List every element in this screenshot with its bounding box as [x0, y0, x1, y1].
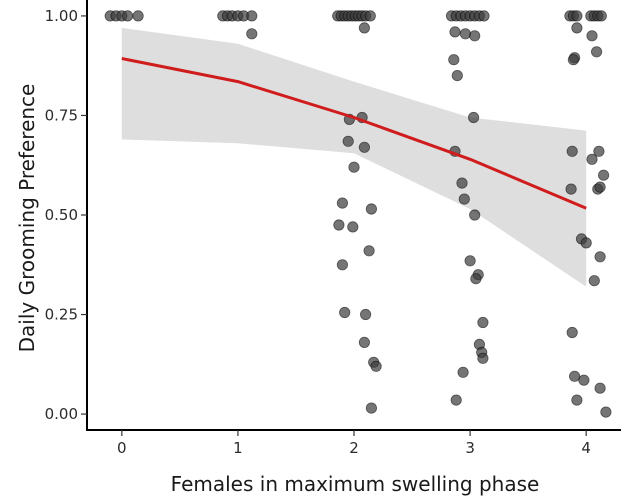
data-point: [358, 141, 370, 153]
data-point: [594, 181, 606, 193]
data-point: [590, 46, 603, 58]
data-point: [588, 275, 600, 287]
data-point: [347, 221, 359, 233]
data-point: [457, 366, 469, 378]
y-tick-label: 1.00: [45, 7, 78, 25]
data-point: [571, 394, 583, 406]
data-point: [339, 306, 351, 319]
data-point: [333, 219, 345, 231]
data-point: [359, 308, 372, 321]
data-point: [122, 10, 134, 22]
tick-labels-layer: 0.00 0.25 0.50 0.75 1.00 0 1 2 3 4: [45, 7, 591, 457]
y-tick-label: 0.50: [45, 206, 78, 224]
data-point: [578, 374, 590, 386]
data-point: [566, 145, 578, 157]
data-point: [358, 22, 370, 34]
data-point: [586, 30, 598, 42]
y-tick-label: 0.00: [45, 405, 78, 423]
fit-line: [121, 57, 587, 210]
data-point: [594, 251, 606, 263]
data-point: [600, 406, 612, 418]
data-point: [456, 177, 468, 189]
data-point: [451, 70, 463, 82]
data-point: [364, 10, 376, 22]
data-point: [567, 54, 580, 66]
data-point: [464, 255, 476, 267]
data-point: [450, 394, 462, 406]
data-point: [449, 26, 461, 38]
data-point: [246, 28, 258, 40]
data-point: [469, 209, 481, 221]
x-tick-label: 4: [581, 439, 591, 457]
data-point: [565, 183, 577, 195]
data-point: [336, 259, 348, 271]
x-tick-label: 1: [233, 439, 243, 457]
data-point: [571, 10, 583, 22]
data-point: [595, 10, 607, 22]
data-point: [593, 145, 605, 157]
data-point: [336, 197, 348, 209]
y-tick-label: 0.75: [45, 106, 78, 124]
y-tick-label: 0.25: [45, 306, 78, 324]
data-points-layer: [104, 10, 612, 418]
data-point: [459, 28, 471, 40]
data-point: [571, 22, 583, 34]
fit-line-layer: [121, 57, 587, 210]
data-point: [568, 370, 581, 382]
data-point: [477, 352, 489, 364]
data-point: [246, 10, 258, 22]
data-point: [467, 111, 480, 124]
data-point: [370, 360, 382, 372]
data-point: [597, 169, 610, 181]
data-point: [348, 161, 360, 173]
confidence-band: [121, 27, 587, 287]
data-point: [342, 135, 354, 147]
data-point: [580, 237, 592, 249]
x-tick-label: 3: [465, 439, 475, 457]
data-point: [365, 402, 377, 414]
data-point: [365, 203, 377, 215]
x-axis-title: Females in maximum swelling phase: [171, 472, 540, 496]
data-point: [458, 193, 470, 205]
x-tick-label: 2: [349, 439, 359, 457]
y-axis-title: Daily Grooming Preference: [15, 84, 39, 353]
data-point: [469, 30, 481, 42]
data-point: [594, 382, 606, 394]
data-point: [478, 10, 490, 22]
data-point: [448, 54, 460, 66]
data-point: [363, 245, 375, 257]
x-tick-label: 0: [117, 439, 127, 457]
data-point: [470, 273, 482, 285]
data-point: [586, 153, 598, 165]
data-point: [132, 10, 144, 22]
data-point: [477, 316, 489, 329]
confidence-band-layer: [121, 27, 587, 287]
data-point: [358, 336, 370, 348]
data-point: [566, 326, 578, 339]
